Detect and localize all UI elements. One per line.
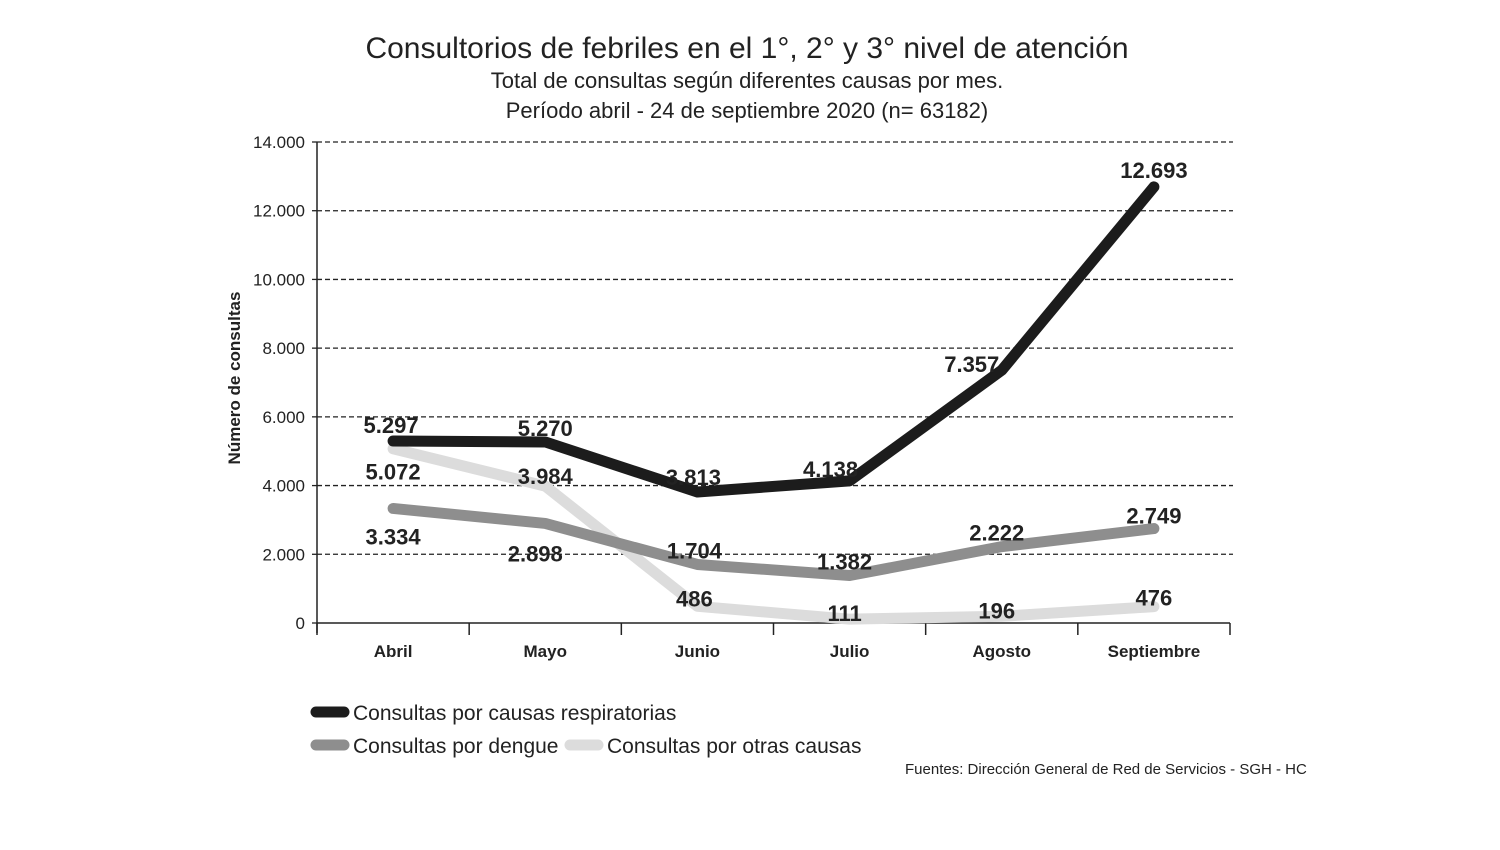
x-tick-label: Septiembre [1108,642,1201,661]
y-tick-label: 4.000 [262,477,305,496]
data-label: 111 [827,601,861,626]
y-tick-label: 6.000 [262,408,305,427]
series-line-1 [387,502,1160,582]
data-label: 5.270 [518,416,573,441]
x-tick-label: Abril [374,642,413,661]
data-label: 486 [676,586,713,611]
data-label: 12.693 [1120,158,1187,183]
data-label: 2.749 [1126,504,1181,529]
data-label: 3.984 [518,464,574,489]
chart-subtitle-1: Total de consultas según diferentes caus… [491,68,1003,93]
data-label: 7.357 [944,352,999,377]
data-label: 1.382 [817,550,872,575]
x-tick-label: Julio [830,642,870,661]
data-label: 3.334 [366,524,422,549]
legend-label: Consultas por otras causas [607,735,861,758]
y-tick-label: 8.000 [262,339,305,358]
y-tick-label: 10.000 [253,270,305,289]
x-tick-label: Junio [675,642,720,661]
series-line-0 [387,181,1160,498]
data-label: 3.813 [666,465,721,490]
y-tick-label: 2.000 [262,545,305,564]
data-label: 5.297 [364,413,419,438]
data-label: 2.222 [969,521,1024,546]
data-label: 196 [978,598,1015,623]
y-axis-label: Número de consultas [225,292,244,465]
y-tick-label: 0 [296,614,305,633]
x-tick-label: Agosto [972,642,1031,661]
y-tick-label: 14.000 [253,133,305,152]
chart-title: Consultorios de febriles en el 1°, 2° y … [365,32,1128,65]
y-tick-label: 12.000 [253,202,305,221]
data-label: 476 [1136,586,1173,611]
series-line-2 [387,443,1160,625]
data-label: 4.138 [803,457,858,482]
legend-label: Consultas por causas respiratorias [353,702,676,725]
data-label: 5.072 [366,460,421,485]
data-label: 2.898 [508,541,563,566]
legend-label: Consultas por dengue [353,735,558,758]
source-note: Fuentes: Dirección General de Red de Ser… [905,761,1307,778]
chart-subtitle-2: Período abril - 24 de septiembre 2020 (n… [506,98,988,123]
data-label: 1.704 [667,538,723,563]
x-tick-label: Mayo [524,642,567,661]
